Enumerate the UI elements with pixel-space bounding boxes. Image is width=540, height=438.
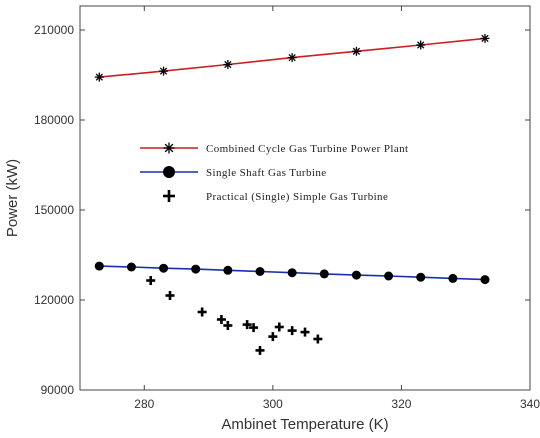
data-point [351,270,361,280]
circle-dot [163,166,175,178]
data-point [448,273,458,283]
data-point [249,323,259,333]
data-point [126,262,136,272]
series-1 [94,33,490,82]
data-point [480,33,490,43]
data-point [480,275,490,285]
legend-label: Practical (Single) Simple Gas Turbine [206,191,388,203]
data-point [255,267,265,276]
legend: Combined Cycle Gas Turbine Power Plant Si… [140,142,409,203]
legend-marker [163,142,175,154]
circle-dot [351,270,361,280]
x-tick-label: 340 [520,397,540,411]
asterisk-stroke [224,60,232,69]
x-tick-label: 280 [134,397,154,411]
circle-dot [126,262,136,272]
circle-dot [480,275,490,285]
data-point [94,261,104,271]
data-point [197,307,207,317]
data-point [319,269,329,279]
plot-frame [79,5,531,391]
data-point [159,263,169,273]
data-point [165,291,175,300]
legend-marker [163,190,175,202]
circle-dot [319,269,329,279]
series-2 [94,261,490,285]
circle-dot [159,263,169,273]
y-tick-label: 150000 [34,203,74,217]
legend-item-3: Practical (Single) Simple Gas Turbine [163,190,388,203]
circle-dot [287,268,297,278]
data-point [351,46,361,56]
legend-item-1: Combined Cycle Gas Turbine Power Plant [140,142,409,155]
x-axis-title: Ambinet Temperature (K) [221,416,388,433]
asterisk-stroke [481,34,489,43]
asterisk-stroke [288,53,296,62]
data-point [94,72,104,82]
x-tick-label: 300 [263,397,283,411]
data-point [223,265,233,275]
legend-marker [163,166,175,178]
x-tick-label: 320 [391,397,411,411]
data-point [242,320,252,330]
y-tick-label: 210000 [34,23,74,37]
data-point [223,60,233,69]
data-point [268,332,278,342]
legend-label: Combined Cycle Gas Turbine Power Plant [206,143,409,155]
data-point [255,345,265,355]
circle-dot [384,271,394,281]
data-point [313,334,323,344]
series-3 [146,276,323,355]
asterisk-stroke [159,67,168,75]
data-point [416,272,426,282]
y-axis-title: Power (kW) [4,159,21,237]
y-tick-label: 120000 [34,293,74,307]
data-point [300,327,310,337]
data-point [287,268,297,278]
data-point [416,40,426,50]
circle-dot [223,265,233,275]
data-point [216,315,226,324]
data-point [287,53,297,63]
data-point [384,271,394,281]
asterisk-stroke [164,143,174,153]
data-point [146,276,156,285]
asterisk-stroke [95,73,103,81]
data-point [274,322,284,332]
data-point [223,321,233,330]
circle-dot [255,267,265,276]
asterisk-stroke [352,47,361,55]
y-tick-label: 180000 [34,113,74,127]
data-point [287,326,297,336]
circle-dot [416,272,426,282]
circle-dot [448,273,458,283]
asterisk-stroke [417,41,425,49]
circle-dot [191,264,201,274]
data-point [159,66,169,76]
data-point [191,264,201,274]
y-tick-label: 90000 [41,383,75,397]
legend-item-2: Single Shaft Gas Turbine [140,166,327,179]
circle-dot [94,261,104,271]
legend-label: Single Shaft Gas Turbine [206,167,327,179]
axis-ticks: 280 300 320 340 90000 120000 150000 180000 21000… [34,6,540,411]
series-layer [94,33,490,355]
